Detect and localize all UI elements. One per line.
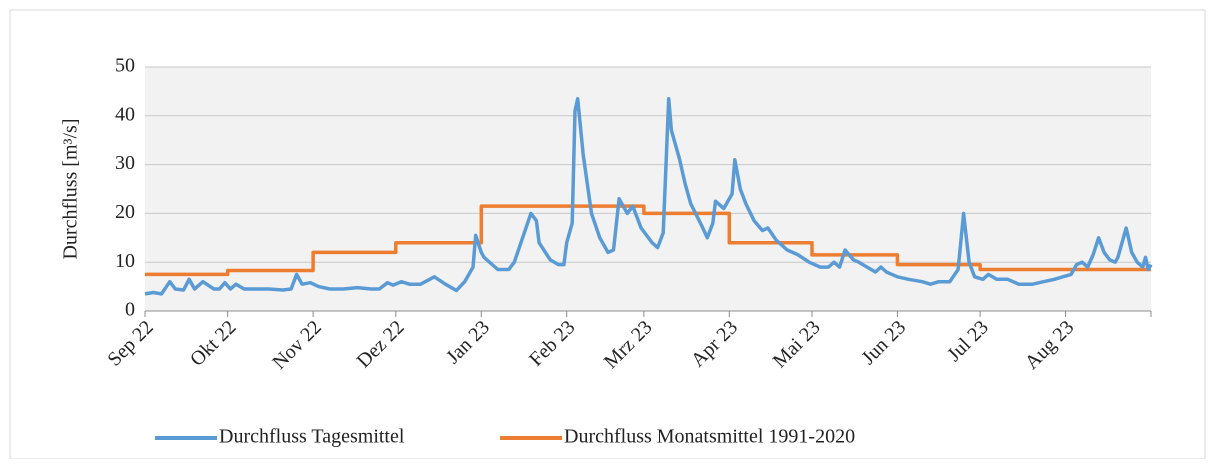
- y-tick-label: 50: [115, 55, 135, 77]
- y-tick-label: 10: [115, 250, 135, 272]
- legend-label: Durchfluss Tagesmittel: [219, 426, 405, 448]
- legend-label: Durchfluss Monatsmittel 1991-2020: [564, 426, 855, 448]
- y-tick-label: 0: [125, 299, 135, 321]
- y-tick-label: 20: [115, 201, 135, 223]
- y-axis-label: Durchfluss [m³/s]: [60, 119, 82, 260]
- series-line: [144, 96, 1153, 296]
- series-line: [145, 204, 1151, 277]
- y-tick-label: 30: [115, 152, 135, 174]
- y-tick-label: 40: [115, 103, 135, 125]
